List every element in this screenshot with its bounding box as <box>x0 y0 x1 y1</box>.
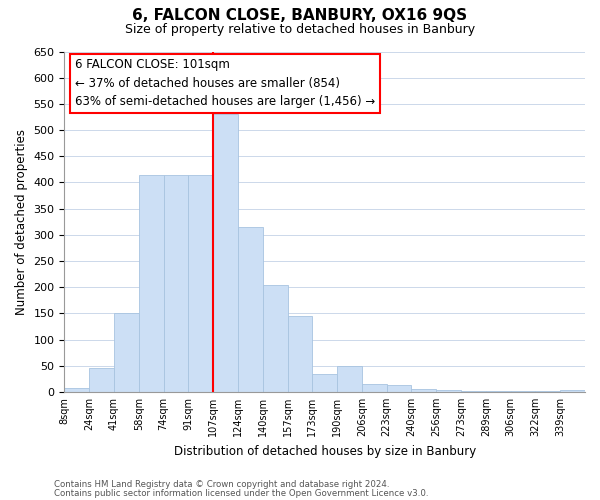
Text: 6 FALCON CLOSE: 101sqm
← 37% of detached houses are smaller (854)
63% of semi-de: 6 FALCON CLOSE: 101sqm ← 37% of detached… <box>75 58 375 108</box>
Text: 6, FALCON CLOSE, BANBURY, OX16 9QS: 6, FALCON CLOSE, BANBURY, OX16 9QS <box>133 8 467 22</box>
Bar <box>412 390 436 392</box>
Y-axis label: Number of detached properties: Number of detached properties <box>15 128 28 314</box>
Bar <box>287 316 313 392</box>
Bar <box>64 388 89 392</box>
Bar <box>89 368 114 392</box>
Bar <box>313 374 337 392</box>
Bar <box>238 227 263 392</box>
Text: Contains public sector information licensed under the Open Government Licence v3: Contains public sector information licen… <box>54 488 428 498</box>
Text: Contains HM Land Registry data © Crown copyright and database right 2024.: Contains HM Land Registry data © Crown c… <box>54 480 389 489</box>
Bar <box>337 366 362 392</box>
Bar <box>188 174 213 392</box>
Bar <box>461 391 486 392</box>
Text: Size of property relative to detached houses in Banbury: Size of property relative to detached ho… <box>125 22 475 36</box>
Bar <box>263 284 287 392</box>
Bar <box>139 174 164 392</box>
Bar <box>164 174 188 392</box>
Bar <box>213 114 238 392</box>
Bar <box>114 314 139 392</box>
Bar <box>362 384 386 392</box>
Bar <box>386 385 412 392</box>
X-axis label: Distribution of detached houses by size in Banbury: Distribution of detached houses by size … <box>173 444 476 458</box>
Bar <box>560 390 585 392</box>
Bar <box>436 390 461 392</box>
